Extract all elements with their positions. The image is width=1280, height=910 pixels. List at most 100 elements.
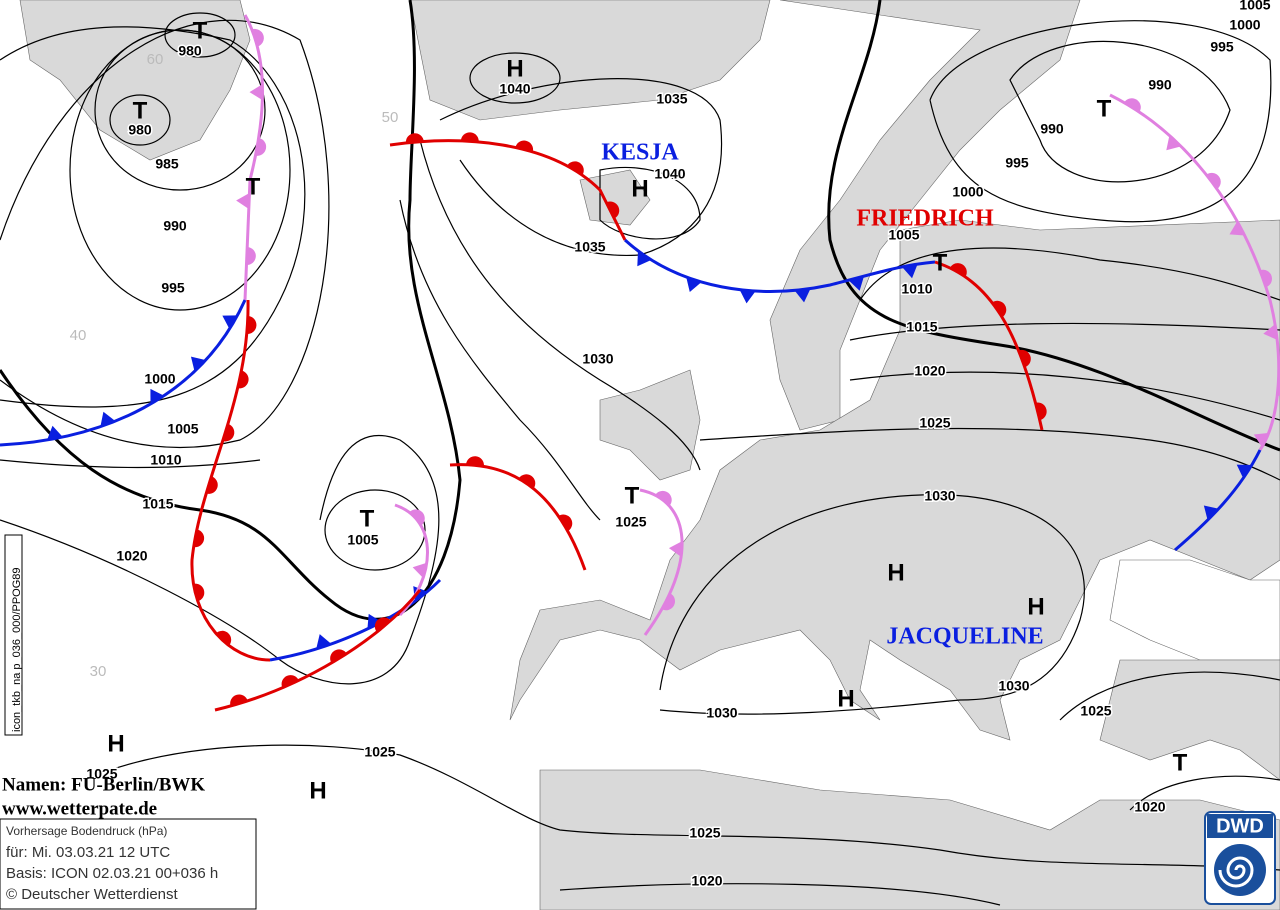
cold-front: [1174, 449, 1262, 552]
front-triangle: [190, 356, 206, 372]
storm-name: FRIEDRICH: [856, 206, 994, 232]
isobar-label: 1020: [116, 548, 147, 564]
isobar-label: 980: [178, 43, 202, 59]
front-triangle: [367, 613, 382, 630]
isobar-label: 995: [1005, 155, 1029, 171]
front-semicircle: [1277, 377, 1280, 396]
front-semicircle: [281, 675, 299, 688]
front-semicircle: [558, 514, 573, 532]
isobar-label: 990: [1040, 121, 1064, 137]
front-semicircle: [567, 161, 584, 176]
warm-front: [389, 139, 627, 241]
front-semicircle: [246, 247, 256, 266]
cold-front: [623, 238, 936, 293]
isobar-label: 1035: [656, 91, 687, 107]
latitude-label: 40: [70, 327, 87, 344]
front-triangle: [1236, 464, 1252, 479]
front-semicircle: [206, 476, 218, 494]
pressure-center: H: [506, 55, 523, 82]
front-triangle: [316, 634, 332, 649]
isobar-label: 1035: [574, 239, 605, 255]
info-box: [0, 818, 257, 910]
front-semicircle: [215, 630, 232, 646]
front-triangle: [236, 193, 250, 210]
credit: www.wetterpate.de: [2, 798, 157, 819]
pressure-center: T: [360, 505, 375, 532]
isobar-label: 1000: [952, 184, 983, 200]
front-semicircle: [606, 201, 620, 219]
latitude-label: 30: [90, 663, 107, 680]
isobar-label: 1000: [144, 371, 175, 387]
isobar-label: 1030: [582, 351, 613, 367]
front-triangle: [739, 289, 756, 304]
warm-front: [934, 260, 1044, 431]
isobar-label: 1025: [1080, 703, 1111, 719]
info-line: Vorhersage Bodendruck (hPa): [6, 824, 167, 838]
pressure-center: H: [107, 730, 124, 757]
latitude-label: 60: [147, 51, 164, 68]
isobar-label: 1020: [1134, 799, 1165, 815]
pressure-center: T: [1097, 95, 1112, 122]
front-triangle: [668, 541, 683, 557]
front-semicircle: [193, 529, 205, 548]
warm-front: [449, 463, 587, 571]
front-triangle: [1263, 324, 1278, 340]
occ-front: [639, 488, 684, 636]
front-semicircle: [374, 617, 391, 633]
isobar-label: 995: [161, 280, 185, 296]
side-label-box: [4, 534, 23, 736]
isobar-label: 1020: [914, 363, 945, 379]
front-semicircle: [1259, 269, 1273, 288]
pressure-center: T: [246, 173, 261, 200]
storm-name: JACQUELINE: [886, 624, 1043, 650]
front-semicircle: [405, 133, 424, 143]
front-triangle: [794, 288, 811, 303]
front-semicircle: [409, 509, 425, 526]
pressure-center: H: [309, 777, 326, 804]
isobar-label: 985: [155, 156, 179, 172]
front-semicircle: [655, 490, 672, 506]
isobar-label: 980: [128, 122, 152, 138]
pressure-center: H: [837, 685, 854, 712]
isobar-label: 1015: [906, 319, 937, 335]
cold-front: [0, 299, 247, 447]
front-semicircle: [661, 593, 676, 611]
front-semicircle: [1124, 98, 1141, 113]
front-semicircle: [1018, 349, 1031, 368]
logo-text: DWD: [1216, 815, 1264, 837]
front-semicircle: [1035, 402, 1047, 421]
isobar-label: 1015: [142, 496, 173, 512]
isobar-label: 1005: [888, 227, 919, 243]
storm-name: KESJA: [601, 140, 679, 166]
isobar-label: 1020: [691, 873, 722, 889]
front-semicircle: [237, 370, 249, 389]
front-triangle: [150, 388, 165, 405]
pressure-center: T: [933, 249, 948, 276]
fronts: [0, 14, 1280, 712]
info-line: © Deutscher Wetterdienst: [6, 886, 179, 903]
front-semicircle: [255, 137, 267, 156]
isobar-label: 990: [163, 218, 187, 234]
isobar-label: 1030: [706, 705, 737, 721]
isobar-label: 1025: [689, 825, 720, 841]
front-semicircle: [1206, 172, 1221, 190]
logo-spiral: [1218, 856, 1254, 888]
info-line: für: Mi. 03.03.21 12 UTC: [6, 844, 170, 861]
isobar-label: 995: [1210, 39, 1234, 55]
credit: Namen: FU-Berlin/BWK: [2, 774, 205, 795]
front-semicircle: [950, 263, 967, 277]
front-semicircle: [515, 140, 534, 152]
front-triangle: [1203, 505, 1219, 521]
front-triangle: [47, 425, 63, 441]
front-triangle: [686, 277, 702, 292]
front-triangle: [222, 315, 238, 330]
logo-disc: [1214, 844, 1266, 896]
isobar-label: 1025: [86, 766, 117, 782]
info-line: Basis: ICON 02.03.21 00+036 h: [6, 865, 218, 882]
isobar-label: 1025: [919, 415, 950, 431]
front-semicircle: [193, 583, 205, 602]
front-triangle: [100, 411, 116, 427]
pressure-center: H: [631, 175, 648, 202]
